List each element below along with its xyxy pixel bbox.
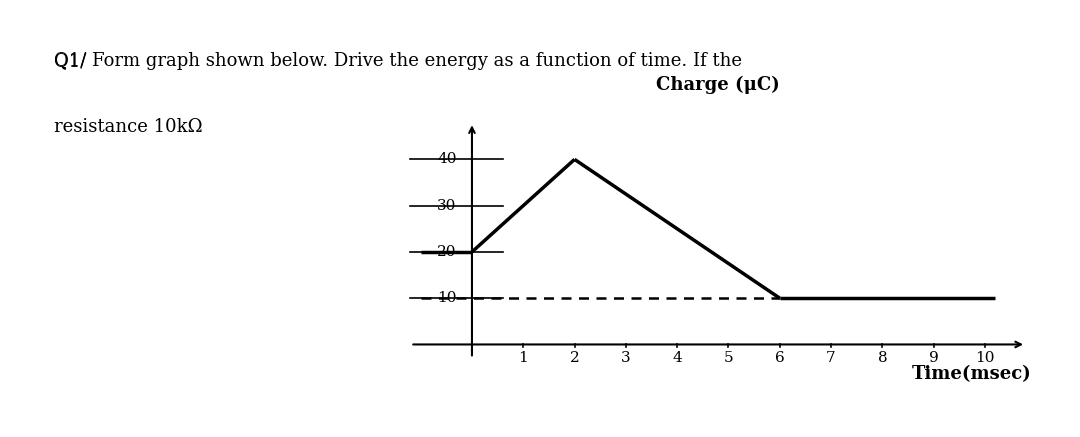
Text: 10: 10 <box>975 351 995 365</box>
Text: 2: 2 <box>569 351 580 365</box>
Text: 1: 1 <box>518 351 528 365</box>
Text: 3: 3 <box>621 351 631 365</box>
Text: Charge (μC): Charge (μC) <box>657 76 780 94</box>
Text: Time(msec): Time(msec) <box>912 365 1031 383</box>
Text: 30: 30 <box>437 199 457 213</box>
Text: Q1/: Q1/ <box>54 52 86 70</box>
Text: resistance 10kΩ: resistance 10kΩ <box>54 118 203 136</box>
Text: Q1/ Form graph shown below. Drive the energy as a function of time. If the: Q1/ Form graph shown below. Drive the en… <box>54 52 742 70</box>
Text: 7: 7 <box>826 351 836 365</box>
Text: 6: 6 <box>774 351 785 365</box>
Text: 40: 40 <box>437 153 457 166</box>
Text: 4: 4 <box>672 351 683 365</box>
Text: 8: 8 <box>878 351 887 365</box>
Text: 20: 20 <box>437 245 457 259</box>
Text: 5: 5 <box>724 351 733 365</box>
Text: 9: 9 <box>929 351 939 365</box>
Text: 10: 10 <box>437 291 457 305</box>
